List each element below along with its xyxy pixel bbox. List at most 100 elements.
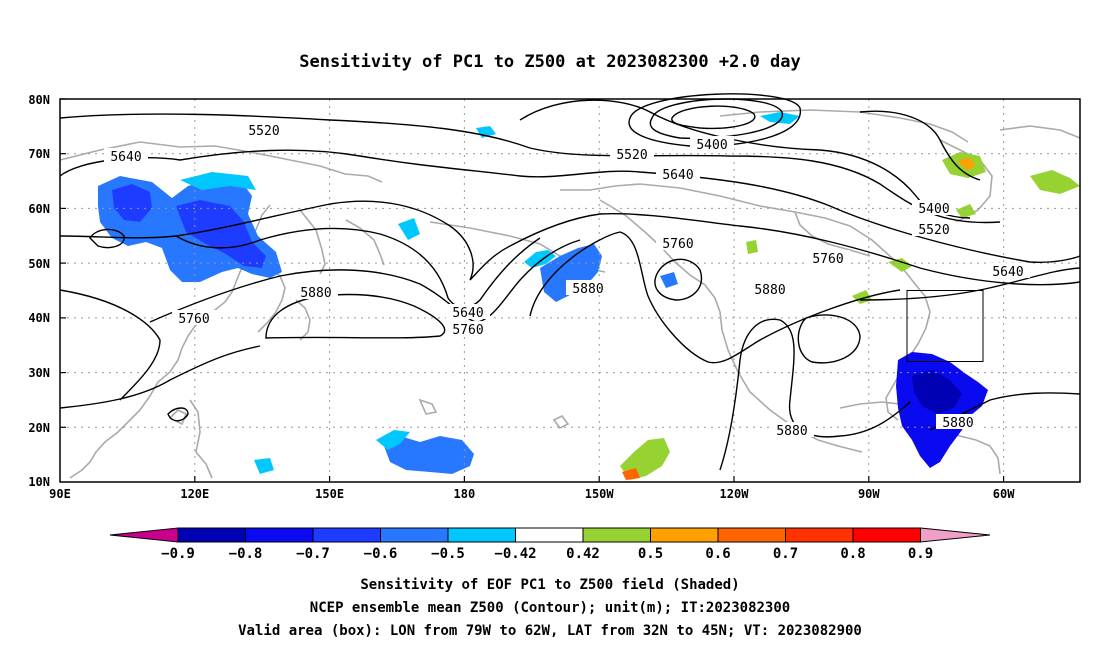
lat-label-20n: 20N — [28, 421, 50, 435]
shade-region-pos-greenland-core — [958, 158, 976, 170]
colorbar-cell-10 — [785, 527, 854, 543]
colorbar-cell-6 — [515, 527, 584, 543]
colorbar-cell-1 — [177, 527, 246, 543]
contour-label-5880-mexico: 5880 — [776, 424, 807, 439]
colorbar-cell-11 — [852, 527, 921, 543]
shade-region-central-pacific-edge — [376, 430, 410, 450]
colorbar-label-1: −0.9 — [161, 546, 195, 562]
contour-small-2 — [167, 407, 189, 422]
lon-label-90w: 90W — [858, 487, 880, 501]
contour-label-5880-east-pacific: 5880 — [572, 282, 603, 297]
contour-5880-east-pacific — [529, 231, 901, 364]
shade-region-north-pacific — [540, 244, 602, 302]
colorbar-cell-9 — [717, 527, 786, 543]
shade-region-small-blue-5 — [660, 272, 678, 288]
lat-label-30n: 30N — [28, 366, 50, 380]
contour-label-5760-asia: 5760 — [178, 312, 209, 327]
shade-region-pos-east — [1030, 170, 1080, 194]
shade-region-central-pacific — [384, 436, 474, 474]
contour-label-5880-pacific: 5880 — [300, 286, 331, 301]
contour-5760-subtropic — [59, 345, 261, 409]
contour-5760-north — [59, 200, 1081, 286]
z500-contours — [59, 93, 1081, 471]
sensitivity-shading — [98, 112, 1080, 480]
contour-5760-rockies-low — [654, 258, 703, 301]
contour-5400-polar-low-2 — [649, 98, 783, 139]
contour-label-5640-west: 5640 — [110, 150, 141, 165]
colorbar-label-7: 0.42 — [566, 546, 600, 562]
contour-label-5880-atlantic: 5880 — [942, 416, 973, 431]
contour-label-5880-us: 5880 — [754, 283, 785, 298]
shade-region-pos-small — [888, 258, 912, 272]
lon-label-120e: 120E — [180, 487, 209, 501]
contour-label-5400-east: 5400 — [918, 202, 949, 217]
contour-5760-mid — [149, 239, 581, 323]
contour-label-5400-arctic: 5400 — [696, 138, 727, 153]
colorbar-label-2: −0.8 — [229, 546, 263, 562]
lat-label-60n: 60N — [28, 202, 50, 216]
contour-5640-north — [59, 149, 1081, 264]
latitude-labels: 80N 70N 60N 50N 40N 30N 20N 10N — [28, 93, 50, 489]
contour-labels: 5520 5640 5400 5520 5640 5760 5400 5520 … — [104, 122, 1030, 439]
contour-5400 — [519, 99, 971, 219]
lon-label-120w: 120W — [720, 487, 750, 501]
contour-5520-loop — [859, 110, 981, 181]
colorbar-labels: −0.9 −0.8 −0.7 −0.6 −0.5 −0.42 0.42 0.5 … — [161, 546, 933, 562]
axis-ticks — [60, 98, 1005, 482]
contour-5640-mid — [175, 227, 541, 308]
colorbar-label-11: 0.8 — [840, 546, 865, 562]
lon-label-90e: 90E — [49, 487, 71, 501]
lon-label-60w: 60W — [993, 487, 1015, 501]
colorbar-cell-2 — [245, 527, 314, 543]
contour-5880-ridge-pacific — [265, 293, 446, 339]
colorbar-label-8: 0.5 — [638, 546, 663, 562]
lat-label-50n: 50N — [28, 257, 50, 271]
colorbar-label-10: 0.7 — [773, 546, 798, 562]
lat-label-10n: 10N — [28, 475, 50, 489]
longitude-labels: 90E 120E 150E 180 150W 120W 90W 60W — [49, 487, 1015, 501]
shade-region-small-blue-2 — [398, 218, 420, 240]
lat-label-70n: 70N — [28, 147, 50, 161]
shade-region-pos-small-2 — [956, 204, 976, 218]
contour-5880-west — [59, 289, 161, 401]
colorbar-label-6: −0.42 — [494, 546, 536, 562]
lon-label-150e: 150E — [315, 487, 344, 501]
colorbar-label-9: 0.6 — [705, 546, 730, 562]
colorbar-cell-high-arrow — [920, 527, 991, 543]
shade-region-small-blue-3 — [760, 112, 800, 124]
lat-label-80n: 80N — [28, 93, 50, 107]
colorbar-cell-4 — [380, 527, 449, 543]
contour-label-5640-trough: 5640 — [452, 306, 483, 321]
contour-label-5760-rockies: 5760 — [662, 237, 693, 252]
colorbar-label-4: −0.6 — [364, 546, 398, 562]
contour-label-5520-arctic: 5520 — [616, 148, 647, 163]
caption-shaded: Sensitivity of EOF PC1 to Z500 field (Sh… — [360, 577, 739, 593]
contour-5880-southwest — [719, 318, 911, 471]
shade-region-pos-hawaii-core — [622, 468, 640, 480]
shade-region-edge-1 — [180, 172, 256, 190]
shade-region-small-green-1 — [746, 240, 758, 254]
colorbar-cell-low-arrow — [109, 527, 179, 543]
colorbar-cell-8 — [650, 527, 719, 543]
contour-small-1 — [89, 228, 125, 249]
contour-5880-bermuda — [797, 314, 861, 364]
colorbar-cell-3 — [312, 527, 381, 543]
contour-5400-polar-low-3 — [628, 93, 801, 147]
shade-region-small-blue-4 — [254, 458, 274, 474]
figure-title: Sensitivity of PC1 to Z500 at 2023082300… — [299, 52, 801, 72]
lon-label-180: 180 — [454, 487, 476, 501]
shade-region-north-pacific-edge — [524, 250, 556, 268]
contour-label-5640-alaska: 5640 — [662, 168, 693, 183]
contour-label-5640-east: 5640 — [992, 265, 1023, 280]
colorbar-label-3: −0.7 — [296, 546, 330, 562]
shade-region-west-atlantic-core — [912, 370, 962, 414]
colorbar-cell-7 — [582, 527, 651, 543]
shade-region-east-asia-core — [112, 184, 152, 222]
shade-region-east-asia-core-2 — [176, 200, 266, 268]
lon-label-150w: 150W — [585, 487, 615, 501]
colorbar-label-5: −0.5 — [431, 546, 465, 562]
valid-area-box — [906, 290, 984, 362]
colorbar-cell-5 — [447, 527, 516, 543]
colorbar — [109, 527, 991, 543]
